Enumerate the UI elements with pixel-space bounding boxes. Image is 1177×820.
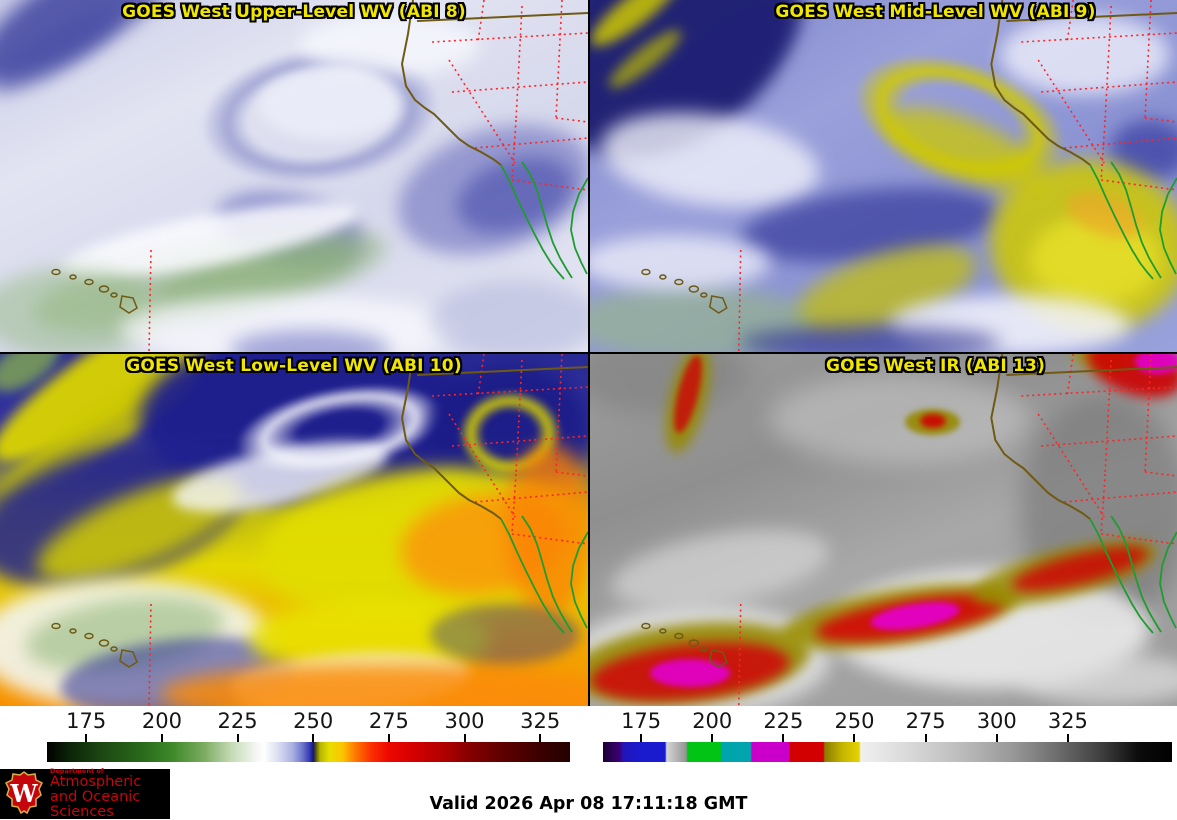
map-overlay: [640, 0, 1177, 352]
panel-upper-level-wv: GOES West Upper-Level WV (ABI 8): [0, 0, 588, 352]
tick-mark: [782, 734, 785, 742]
colorbar-tick-label: 300: [976, 709, 1017, 733]
logo-dept-line2: and Oceanic Sciences: [50, 788, 141, 820]
colorbar-tick-label: 175: [66, 709, 107, 733]
colorbar-tick-label: 175: [621, 709, 662, 733]
tick-mark: [640, 734, 643, 742]
ir-gradient-bar: [603, 742, 1172, 762]
colorbar-tick-label: 275: [368, 709, 409, 733]
colorbar-row: 175 200 225 250 275 300 325 175 200 225 …: [0, 706, 1177, 765]
wv-gradient-bar: [47, 742, 570, 762]
ir-colorbar: 175 200 225 250 275 300 325: [603, 706, 1172, 765]
map-overlay: [640, 354, 1177, 706]
panel-title: GOES West Low-Level WV (ABI 10): [126, 356, 462, 376]
tick-mark: [924, 734, 927, 742]
texture-blob: [1000, 15, 1170, 95]
texture-blob: [160, 664, 588, 706]
panel-low-level-wv: GOES West Low-Level WV (ABI 10): [0, 354, 588, 706]
panel-ir: GOES West IR (ABI 13): [590, 354, 1177, 706]
colorbar-tick-label: 225: [763, 709, 804, 733]
texture-blob: [505, 444, 588, 614]
valid-time: Valid 2026 Apr 08 17:11:18 GMT: [429, 794, 748, 814]
colorbar-tick-label: 325: [1047, 709, 1088, 733]
texture-blob: [650, 659, 730, 687]
wv-colorbar: 175 200 225 250 275 300 325: [47, 706, 570, 765]
texture-blob: [430, 280, 588, 352]
tick-mark: [160, 734, 163, 742]
texture-blob: [1020, 654, 1177, 704]
satellite-panel-grid: GOES West Upper-Level WV (ABI 8) GOES We…: [0, 0, 1177, 706]
logo-dept-line1: Atmospheric: [50, 773, 142, 790]
colorbar-tick-label: 275: [905, 709, 946, 733]
tick-mark: [236, 734, 239, 742]
texture-blob: [300, 15, 480, 75]
tick-mark: [85, 734, 88, 742]
map-overlay: [51, 0, 588, 352]
texture-blob: [770, 374, 1030, 464]
uw-crest-icon: W: [5, 771, 43, 815]
tick-mark: [711, 734, 714, 742]
tick-mark: [312, 734, 315, 742]
map-overlay: [51, 354, 588, 706]
colorbar-tick-label: 250: [834, 709, 875, 733]
texture-blob: [920, 414, 946, 428]
tick-mark: [539, 734, 542, 742]
aos-logo: W Department of Atmospheric and Oceanic …: [0, 768, 170, 820]
colorbar-tick-label: 200: [141, 709, 182, 733]
logo-dept-prefix: Department of: [50, 767, 104, 776]
tick-mark: [463, 734, 466, 742]
texture-blob: [260, 70, 400, 140]
panel-title: GOES West Mid-Level WV (ABI 9): [775, 2, 1096, 22]
tick-mark: [995, 734, 998, 742]
panel-title: GOES West Upper-Level WV (ABI 8): [122, 2, 466, 22]
panel-mid-level-wv: GOES West Mid-Level WV (ABI 9): [590, 0, 1177, 352]
tick-mark: [853, 734, 856, 742]
texture-blob: [230, 330, 390, 352]
panel-title: GOES West IR (ABI 13): [825, 356, 1046, 376]
colorbar-tick-label: 325: [520, 709, 561, 733]
colorbar-tick-label: 250: [293, 709, 334, 733]
colorbar-tick-label: 200: [692, 709, 733, 733]
footer: W Department of Atmospheric and Oceanic …: [0, 765, 1177, 820]
tick-mark: [1066, 734, 1069, 742]
texture-blob: [740, 325, 1000, 352]
crest-letter: W: [10, 779, 39, 808]
colorbar-tick-label: 225: [217, 709, 258, 733]
logo-text: Department of Atmospheric and Oceanic Sc…: [50, 768, 170, 820]
texture-blob: [430, 604, 580, 664]
colorbar-tick-label: 300: [444, 709, 485, 733]
tick-mark: [387, 734, 390, 742]
